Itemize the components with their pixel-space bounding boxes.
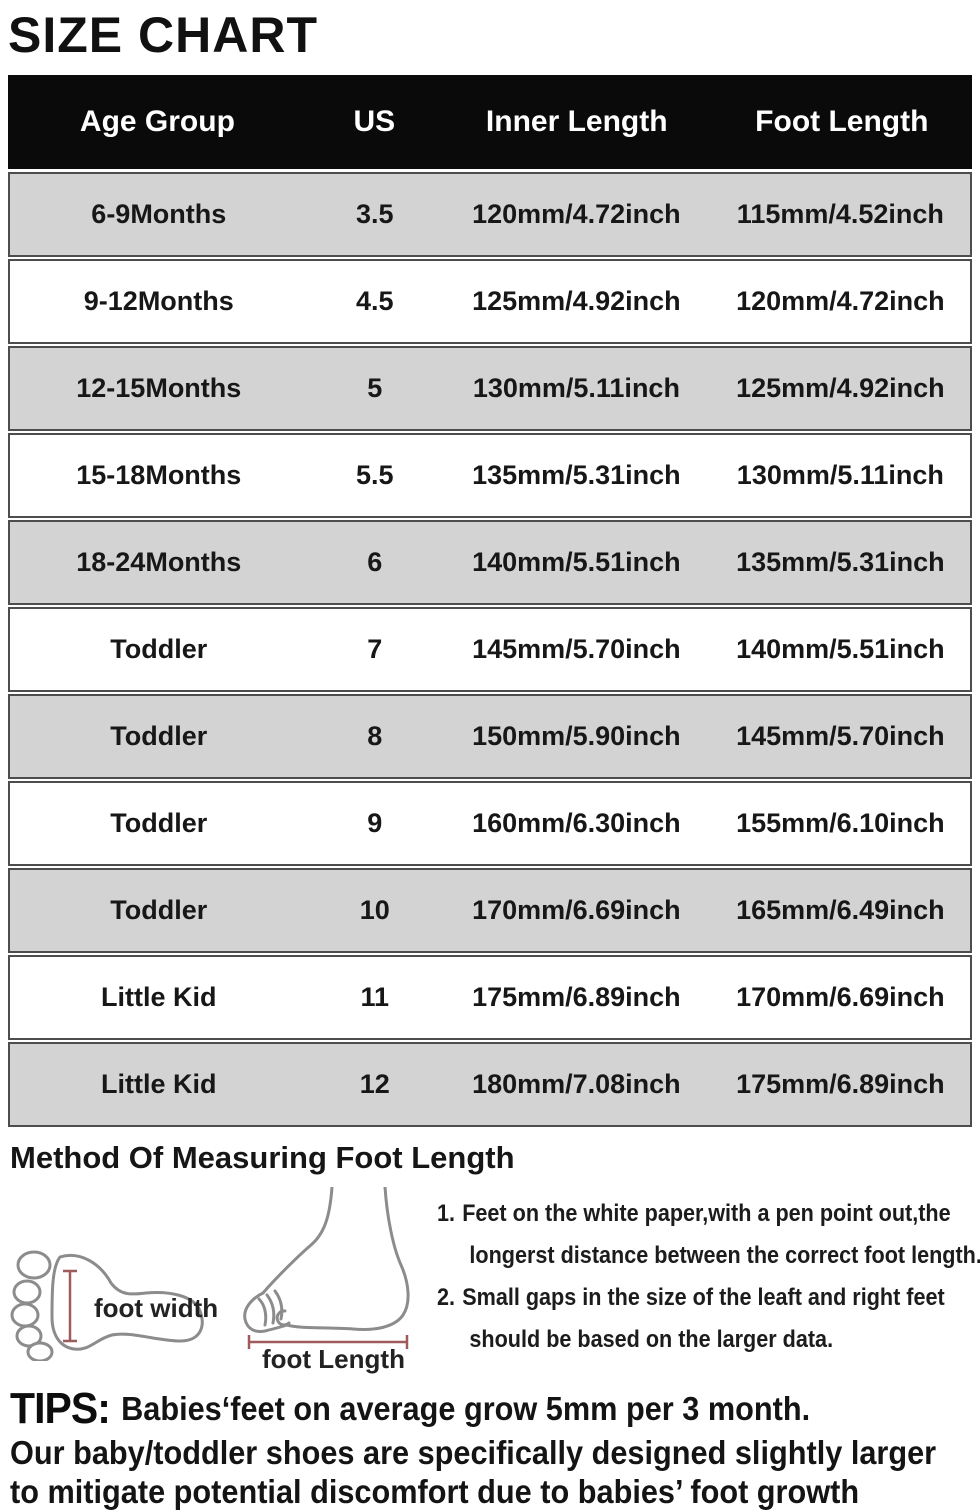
table-row: 9-12Months 4.5 125mm/4.92inch 120mm/4.72… (8, 259, 972, 344)
cell-age-group: Little Kid (101, 982, 217, 1012)
cell-age-group: 15-18Months (76, 460, 242, 490)
cell-inner-length: 135mm/5.31inch (472, 460, 681, 490)
cell-age-group: Toddler (110, 721, 208, 751)
cell-age-group: 18-24Months (76, 547, 242, 577)
table-row: Toddler 8 150mm/5.90inch 145mm/5.70inch (8, 694, 972, 779)
cell-inner-length: 125mm/4.92inch (472, 286, 681, 316)
cell-inner-length: 175mm/6.89inch (472, 982, 681, 1012)
table-row: Toddler 9 160mm/6.30inch 155mm/6.10inch (8, 781, 972, 866)
tips-text-line-3: to mitigate potential discomfort due to … (10, 1473, 860, 1510)
cell-age-group: 9-12Months (83, 286, 234, 316)
size-table: Age Group US Inner Length Foot Length 6-… (8, 75, 972, 1127)
cell-age-group: 12-15Months (76, 373, 242, 403)
table-row: 15-18Months 5.5 135mm/5.31inch 130mm/5.1… (8, 433, 972, 518)
table-row: Toddler 10 170mm/6.69inch 165mm/6.49inch (8, 868, 972, 953)
foot-width-measure-line (63, 1269, 77, 1343)
tips-label: TIPS: (10, 1384, 111, 1433)
size-table-header: Age Group US Inner Length Foot Length (8, 75, 972, 169)
method-heading: Method Of Measuring Foot Length (10, 1140, 515, 1175)
cell-us-size: 8 (367, 721, 383, 751)
cell-inner-length: 180mm/7.08inch (472, 1069, 681, 1099)
cell-foot-length: 170mm/6.69inch (736, 982, 945, 1012)
cell-age-group: 6-9Months (91, 199, 227, 229)
table-row: Little Kid 11 175mm/6.89inch 170mm/6.69i… (8, 955, 972, 1040)
column-header-foot-length: Foot Length (755, 105, 929, 138)
cell-foot-length: 125mm/4.92inch (736, 373, 945, 403)
cell-foot-length: 115mm/4.52inch (736, 199, 944, 229)
column-header-age-group: Age Group (79, 105, 235, 138)
tips-first-line: TIPS: Babies‘feet on average grow 5mm pe… (10, 1384, 912, 1433)
cell-foot-length: 175mm/6.89inch (736, 1069, 945, 1099)
cell-us-size: 9 (367, 808, 383, 838)
cell-us-size: 11 (360, 982, 390, 1012)
cell-age-group: Toddler (110, 634, 208, 664)
cell-inner-length: 145mm/5.70inch (472, 634, 681, 664)
cell-us-size: 4.5 (356, 286, 394, 316)
instruction-2-line-2: should be based on the larger data. (469, 1326, 834, 1353)
cell-inner-length: 150mm/5.90inch (472, 721, 681, 751)
column-header-inner-length: Inner Length (485, 105, 668, 138)
cell-foot-length: 145mm/5.70inch (736, 721, 945, 751)
table-row: 6-9Months 3.5 120mm/4.72inch 115mm/4.52i… (8, 172, 972, 257)
cell-age-group: Toddler (110, 808, 208, 838)
instruction-2-number: 2. (437, 1284, 456, 1311)
cell-foot-length: 135mm/5.31inch (736, 547, 945, 577)
cell-inner-length: 140mm/5.51inch (472, 547, 681, 577)
cell-us-size: 5 (367, 373, 383, 403)
foot-sole-illustration (10, 1250, 204, 1361)
cell-foot-length: 155mm/6.10inch (736, 808, 945, 838)
measuring-section: foot width foot Length 1. Feet on the whi… (0, 1181, 980, 1379)
table-row: 18-24Months 6 140mm/5.51inch 135mm/5.31i… (8, 520, 972, 605)
foot-width-label: foot width (94, 1293, 219, 1323)
page-title: SIZE CHART (8, 7, 318, 63)
size-table-body: 6-9Months 3.5 120mm/4.72inch 115mm/4.52i… (8, 172, 972, 1127)
cell-us-size: 6 (367, 547, 383, 577)
cell-age-group: Toddler (110, 895, 208, 925)
table-row: 12-15Months 5 130mm/5.11inch 125mm/4.92i… (8, 346, 972, 431)
column-header-us: US (353, 105, 396, 138)
foot-length-measure-line (247, 1335, 409, 1349)
cell-us-size: 10 (359, 895, 390, 925)
instruction-1-line-2: longerst distance between the correct fo… (469, 1242, 980, 1269)
table-row: Little Kid 12 180mm/7.08inch 175mm/6.89i… (8, 1042, 972, 1127)
tips-text-line-1: Babies‘feet on average grow 5mm per 3 mo… (121, 1390, 811, 1427)
table-row: Toddler 7 145mm/5.70inch 140mm/5.51inch (8, 607, 972, 692)
cell-inner-length: 160mm/6.30inch (472, 808, 681, 838)
cell-us-size: 5.5 (356, 460, 394, 490)
instruction-1-line-1: 1. Feet on the white paper,with a pen poi… (437, 1200, 951, 1227)
foot-side-illustration (243, 1187, 410, 1349)
foot-length-label: foot Length (262, 1344, 405, 1374)
cell-foot-length: 140mm/5.51inch (736, 634, 945, 664)
cell-foot-length: 130mm/5.11inch (736, 460, 944, 490)
instruction-2-line-1: 2. Small gaps in the size of the leaft an… (437, 1284, 945, 1311)
tips-section: TIPS: Babies‘feet on average grow 5mm pe… (0, 1379, 980, 1511)
cell-inner-length: 170mm/6.69inch (472, 895, 681, 925)
cell-inner-length: 120mm/4.72inch (472, 199, 681, 229)
cell-us-size: 3.5 (356, 199, 394, 229)
cell-us-size: 12 (359, 1069, 390, 1099)
cell-age-group: Little Kid (101, 1069, 217, 1099)
tips-text-line-2: Our baby/toddler shoes are specifically … (10, 1434, 937, 1471)
instruction-1-number: 1. (437, 1200, 456, 1227)
cell-inner-length: 130mm/5.11inch (472, 373, 680, 403)
cell-foot-length: 165mm/6.49inch (736, 895, 945, 925)
cell-foot-length: 120mm/4.72inch (736, 286, 945, 316)
cell-us-size: 7 (367, 634, 383, 664)
measuring-instructions: 1. Feet on the white paper,with a pen poi… (437, 1193, 980, 1361)
